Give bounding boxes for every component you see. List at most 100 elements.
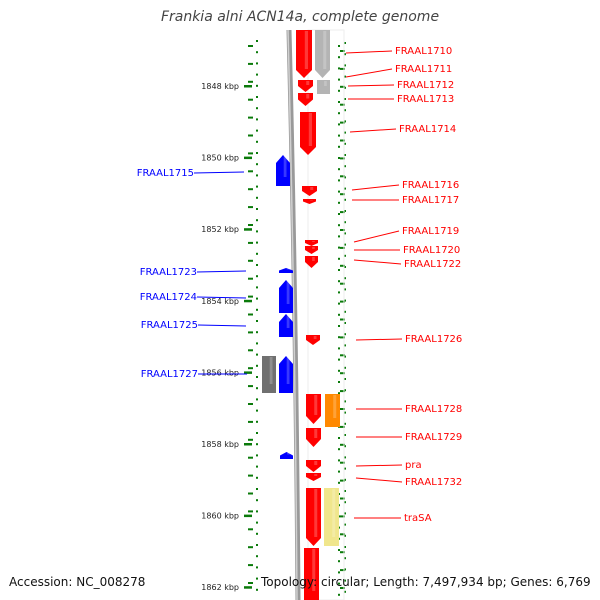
gene-labels[interactable]: FRAAL1710 FRAAL1711 FRAAL1712 FRAAL1713 FRAA… [137, 46, 463, 524]
red-gene-arrow [305, 256, 318, 268]
tick-dot [256, 185, 258, 188]
leader-line [347, 84, 395, 87]
tick-dash [340, 425, 345, 428]
gene-label[interactable]: FRAAL1728 [405, 404, 462, 415]
tick-dot [338, 437, 340, 439]
gene-label[interactable]: FRAAL1724 [140, 292, 197, 303]
tick-dot [344, 288, 346, 291]
tick-dot [256, 476, 258, 479]
gene-shading [286, 315, 290, 328]
red-gene-arrow [306, 335, 320, 345]
tick-dot [338, 213, 340, 215]
gene-label[interactable]: FRAAL1716 [402, 180, 459, 191]
accession-text: Accession: NC_008278 [9, 575, 146, 589]
gene-shading [324, 81, 327, 86]
gene-label[interactable]: FRAAL1717 [402, 195, 459, 206]
gene-shading [306, 81, 310, 85]
gene-label[interactable]: FRAAL1719 [402, 226, 459, 237]
tick-dash [248, 403, 253, 405]
tick-dash [340, 497, 345, 500]
gene-label[interactable]: FRAAL1715 [137, 168, 194, 179]
leader-line [355, 338, 403, 341]
gene-label[interactable]: FRAAL1712 [397, 80, 454, 91]
tick-dot [344, 75, 346, 78]
tick-dot [256, 152, 258, 154]
leader-line [193, 171, 245, 174]
tick-dot [338, 459, 340, 462]
tick-dot [256, 465, 258, 468]
tick-dot [256, 331, 258, 334]
tick-dot [344, 98, 346, 100]
tick-dot [338, 280, 340, 283]
tick-dash [248, 62, 253, 65]
gene-label[interactable]: FRAAL1711 [395, 64, 452, 75]
gene-label[interactable]: FRAAL1710 [395, 46, 452, 57]
gene-label[interactable]: FRAAL1725 [141, 320, 198, 331]
tick-dash [340, 67, 345, 70]
topology-text: Topology: circular; Length: 7,497,934 bp… [261, 575, 591, 589]
tick-dot [344, 467, 346, 470]
tick-dot [338, 560, 340, 563]
gene-label[interactable]: FRAAL1732 [405, 477, 462, 488]
tick-dash [248, 582, 253, 584]
kbp-label: 1854 kbp [201, 297, 239, 306]
gene-label[interactable]: FRAAL1729 [405, 432, 462, 443]
tick-dash [248, 349, 253, 352]
kbp-label: 1850 kbp [201, 154, 239, 163]
gene-label[interactable]: FRAAL1722 [404, 259, 461, 270]
backbone-line [286, 29, 301, 600]
gene-label[interactable]: FRAAL1726 [405, 334, 462, 345]
red-gene-arrow [306, 394, 321, 424]
tick-dash [248, 295, 253, 298]
tick-dash [248, 188, 253, 191]
tick-dash [248, 528, 253, 531]
leader-line [196, 296, 247, 299]
red-gene-arrow [306, 460, 321, 472]
kbp-label: 1848 kbp [201, 82, 239, 91]
major-tick [244, 586, 252, 589]
tick-dot [338, 123, 340, 126]
map-title: Frankia alni ACN14a, complete genome [160, 9, 440, 25]
red-gene-arrow [303, 199, 316, 204]
tick-dot [338, 369, 340, 372]
tick-dot [256, 230, 258, 233]
gene-shading [306, 94, 310, 99]
tick-dot [256, 174, 258, 177]
gene-shading [333, 395, 337, 418]
gene-label[interactable]: FRAAL1713 [397, 94, 454, 105]
tick-dot [338, 392, 340, 395]
gene-label[interactable]: FRAAL1723 [140, 267, 197, 278]
tick-dot [344, 344, 346, 347]
tick-dot [338, 168, 340, 171]
tick-dot [256, 40, 258, 42]
gene-label[interactable]: traSA [404, 513, 432, 524]
tick-dot [344, 198, 346, 201]
gene-label[interactable]: FRAAL1720 [403, 245, 460, 256]
tick-dash [248, 420, 253, 423]
tick-dot [344, 557, 346, 560]
tick-dot [344, 254, 346, 257]
tick-dash [248, 510, 253, 513]
gene-shading [286, 269, 290, 270]
tick-dot [256, 140, 258, 143]
tick-dot [338, 190, 340, 193]
leader-line [355, 464, 403, 467]
blue-gene-arrow [279, 356, 293, 393]
tick-dot [256, 555, 258, 558]
gene-shading [314, 489, 318, 537]
kbp-label: 1862 kbp [201, 583, 239, 592]
khaki-gene-arrow [324, 488, 339, 546]
leader-line [345, 68, 393, 78]
major-tick [244, 228, 252, 231]
tick-dot [256, 499, 258, 502]
tick-dot [344, 154, 346, 156]
gene-label[interactable]: FRAAL1727 [141, 369, 198, 380]
red-gene-arrow [304, 548, 319, 600]
gene-label[interactable]: FRAAL1714 [399, 124, 456, 135]
tick-dot [344, 109, 346, 112]
tick-dash [248, 170, 253, 173]
tick-dot [344, 322, 346, 324]
tick-dot [256, 196, 258, 199]
gene-label[interactable]: pra [405, 460, 422, 471]
